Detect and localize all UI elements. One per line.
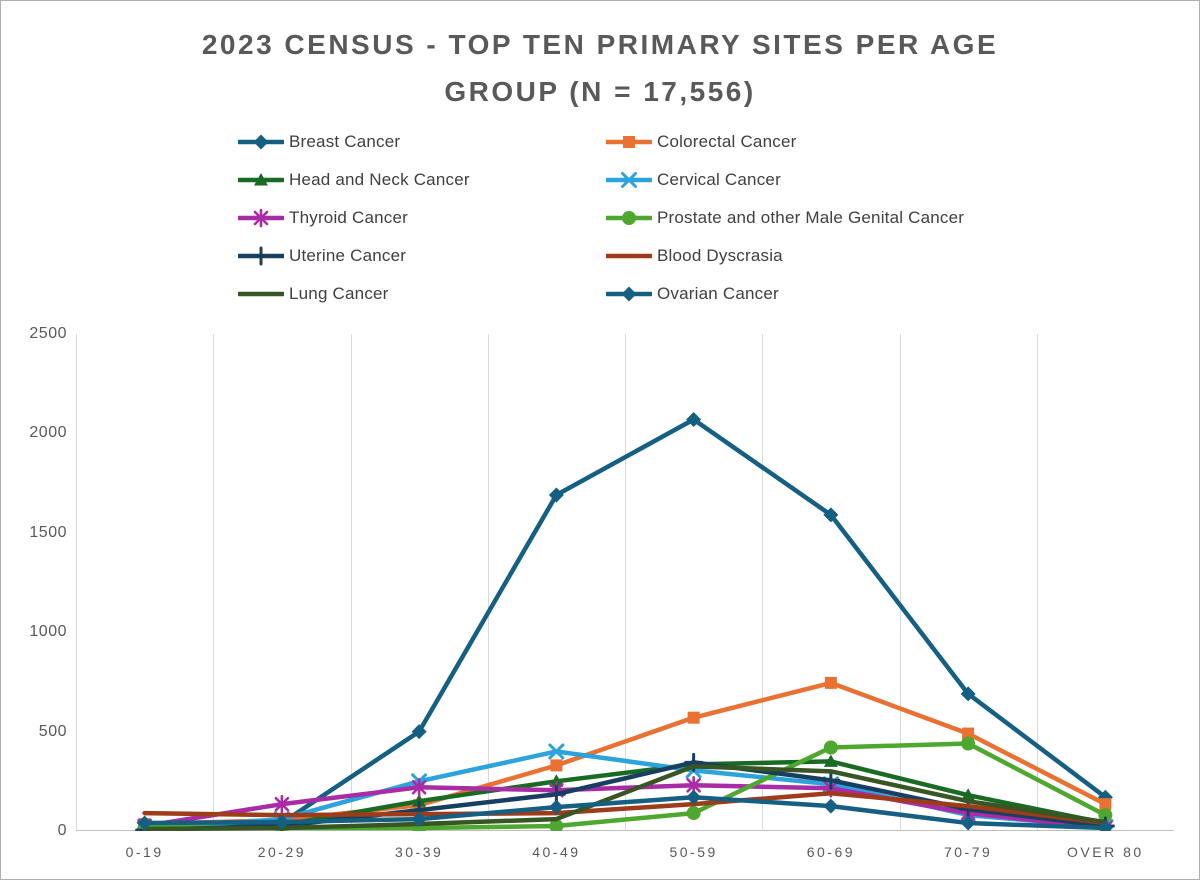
legend-marker-ovarian-cancer [606,286,652,302]
legend-item-ovarian-cancer: Ovarian Cancer [606,282,964,306]
legend-item-breast-cancer: Breast Cancer [238,130,606,154]
legend-item-thyroid-cancer: Thyroid Cancer [238,206,606,230]
legend-label: Head and Neck Cancer [289,170,470,189]
y-tick-label: 0 [57,822,67,839]
series-ovarian-cancer [137,789,1113,831]
legend-marker-breast-cancer [238,134,284,150]
legend-marker-cervical-cancer [606,172,652,188]
y-tick-label: 2500 [29,325,67,342]
legend-item-uterine-cancer: Uterine Cancer [238,244,606,268]
x-tick-label: 50-59 [669,844,718,860]
x-tick-label: OVER 80 [1067,844,1144,860]
legend-item-cervical-cancer: Cervical Cancer [606,168,964,192]
legend-item-prostate-and-other-male-genital-cancer: Prostate and other Male Genital Cancer [606,206,964,230]
legend-marker-uterine-cancer [238,246,284,266]
x-tick-label: 60-69 [806,844,856,860]
legend-label: Cervical Cancer [657,170,781,189]
legend-marker-head-and-neck-cancer [238,173,284,186]
legend-label: Prostate and other Male Genital Cancer [657,208,965,227]
legend-item-colorectal-cancer: Colorectal Cancer [606,130,964,154]
plot-svg [76,334,1174,831]
legend-marker-colorectal-cancer [606,136,652,148]
x-tick-label: 70-79 [943,844,993,860]
chart-legend: Breast Cancer Colorectal Cancer Head and N… [238,130,964,306]
legend-item-head-and-neck-cancer: Head and Neck Cancer [238,168,606,192]
y-tick-label: 500 [38,722,67,740]
legend-item-blood-dyscrasia: Blood Dyscrasia [606,244,964,268]
legend-label: Lung Cancer [289,284,389,303]
legend-label: Blood Dyscrasia [657,246,783,265]
y-tick-label: 1000 [29,623,67,641]
legend-label: Colorectal Cancer [657,132,797,151]
x-tick-label: 0-19 [125,844,164,860]
x-tick-label: 30-39 [394,844,444,860]
chart-title: 2023 CENSUS - TOP TEN PRIMARY SITES PER … [201,29,999,107]
legend-marker-lung-cancer [238,291,284,297]
x-tick-label: 40-49 [532,844,581,860]
legend-label: Uterine Cancer [289,246,407,265]
y-tick-label: 2000 [29,424,67,442]
x-tick-label: 20-29 [257,844,307,860]
legend-label: Ovarian Cancer [657,284,779,303]
legend-label: Breast Cancer [289,132,401,151]
series-blood-dyscrasia [142,790,1108,826]
series-lung-cancer [142,764,1108,831]
legend-label: Thyroid Cancer [289,208,409,227]
y-tick-label: 1500 [29,523,67,541]
plot-area [76,334,1174,831]
legend-marker-prostate-and-other-male-genital-cancer [606,211,652,225]
legend-item-lung-cancer: Lung Cancer [238,282,606,306]
legend-marker-thyroid-cancer [238,208,284,228]
legend-marker-blood-dyscrasia [606,253,652,259]
